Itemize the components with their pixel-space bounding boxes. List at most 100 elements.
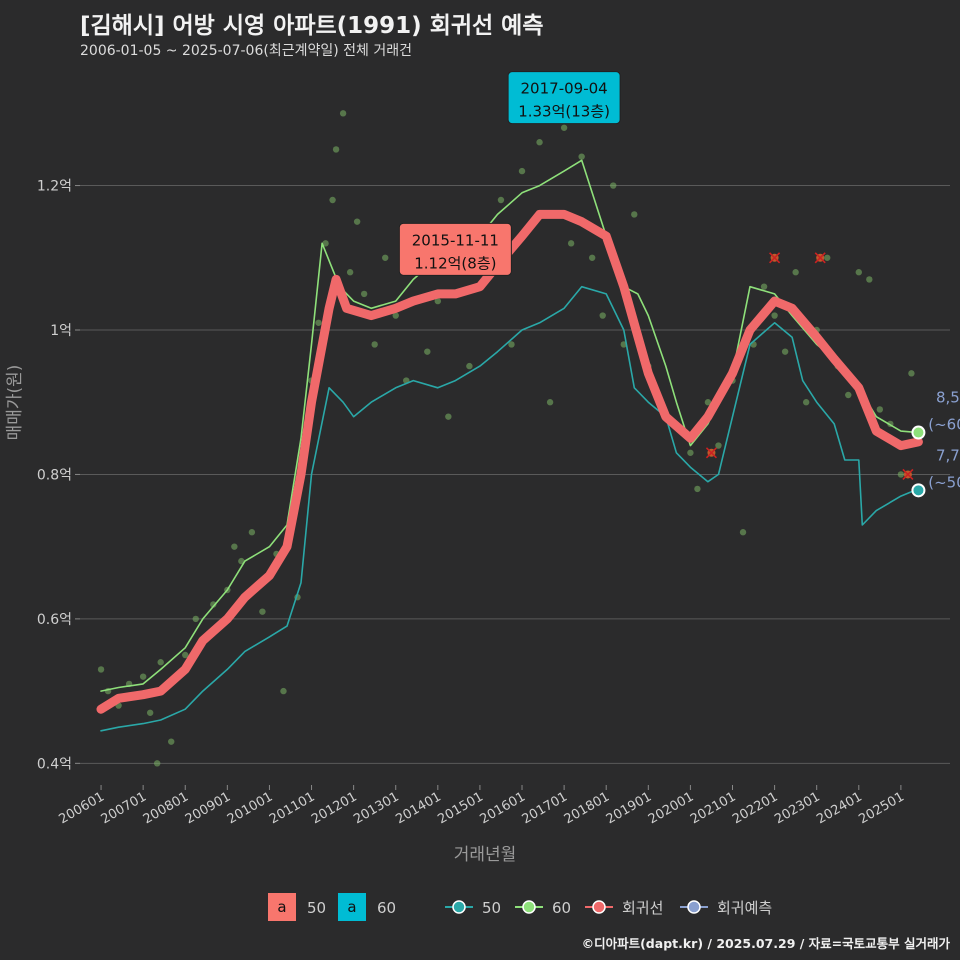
scatter-point [694,485,701,493]
flag-cross-icon [705,447,718,459]
annotation-value: 1.12억(8층) [414,254,496,272]
legend-marker [522,900,536,914]
scatter-point [866,276,873,283]
scatter-point [97,666,105,673]
x-tick-label: 200801 [141,789,191,827]
legend-label: 회귀선 [622,899,663,917]
x-tick-label: 201201 [309,789,359,827]
x-tick-label: 201301 [351,789,401,827]
scatter-point [346,269,354,276]
scatter-point [315,319,322,326]
series-line-50 [100,285,920,732]
scatter-point [332,146,340,153]
legend-marker [592,900,606,914]
scatter-point [781,348,789,355]
annotation-date: 2017-09-04 [521,80,608,98]
x-tick-label: 201701 [520,789,570,827]
legend-label: 회귀예측 [717,899,772,917]
footer-credit: ©디아파트(dapt.kr) / 2025.07.29 / 자료=국토교통부 실… [581,936,950,951]
scatter-point [382,254,389,261]
scatter-point [445,413,452,420]
x-tick-label: 200701 [99,789,149,827]
scatter-point [238,557,245,565]
legend-label: 50 [307,899,326,917]
scatter-point [353,218,361,225]
x-tick-label: 202201 [730,789,780,827]
scatter-point [802,399,810,406]
y-tick-label: 1억 [50,323,72,339]
scatter-point [157,659,164,666]
scatter-point [466,362,473,370]
scatter-point [322,240,329,247]
regression-line [96,209,923,714]
scatter-point [360,290,368,298]
legend-swatch [338,893,366,921]
scatter-point [280,687,287,695]
scatter-point [560,124,568,131]
scatter-point [192,615,199,623]
end-label-value-60: 8,581 [936,389,960,407]
end-label-area-50: (~50㎡) [928,473,960,491]
flag-cross-icon [814,252,826,264]
end-label-value-50: 7,775 [936,446,960,464]
scatter-point [897,471,905,478]
y-tick-label: 0.4억 [37,756,72,772]
scatter-point [371,341,378,348]
scatter-point [610,182,617,189]
scatter-point [771,312,778,319]
legend-marker [452,900,466,914]
scatter-point [631,211,638,218]
x-tick-label: 201801 [562,789,612,827]
scatter-point [792,269,799,276]
scatter-point [578,153,585,160]
x-axis-title: 거래년월 [454,845,517,865]
scatter-point [497,196,505,204]
legend-marker [687,900,701,914]
y-axis-title: 매매가(원) [5,365,25,441]
x-tick-label: 201501 [435,789,485,827]
legend-label: 60 [377,899,396,917]
scatter-point [210,601,217,608]
scatter-point [518,167,526,175]
flag-cross-icon [769,252,781,264]
x-tick-label: 201901 [604,789,654,827]
x-tick-label: 202101 [688,789,738,827]
scatter-point [855,269,862,276]
scatter-point [588,254,596,261]
end-point-60 [911,425,926,440]
scatter-point [845,391,852,399]
annotation-date: 2015-11-11 [412,231,499,249]
scatter-point [704,399,712,406]
legend-label: 50 [482,899,501,917]
scatter-point [687,449,694,456]
scatter-point [424,348,431,355]
annotation-box [507,71,621,125]
scatter-point [146,709,154,716]
scatter-point [231,543,238,550]
scatter-point [329,196,336,204]
flag-cross-icon [902,468,914,481]
end-point-50 [911,483,926,498]
scatter-point [536,139,543,146]
x-tick-label: 202501 [856,789,906,827]
scatter-point [715,442,722,449]
x-tick-label: 200601 [57,789,107,827]
scatter-point [392,312,399,319]
legend-swatch [268,893,296,921]
scatter-point [760,283,768,290]
y-tick-label: 0.6억 [37,612,72,628]
scatter-point [599,312,606,319]
scatter-point [248,529,256,536]
y-tick-label: 1.2억 [37,179,72,195]
scatter-point [434,297,442,305]
x-tick-label: 201401 [393,789,443,827]
end-label-area-60: (~60㎡) [928,416,960,434]
y-tick-label: 0.8억 [37,467,72,483]
legend-label: 60 [552,899,571,917]
scatter-point [876,406,884,413]
annotation-value: 1.33억(13층) [518,103,610,121]
chart-subtitle: 2006-01-05 ~ 2025-07-06(최근계약일) 전체 거래건 [80,43,412,59]
chart-title: [김해시] 어방 시영 아파트(1991) 회귀선 예측 [80,13,544,39]
x-tick-label: 202001 [646,789,696,827]
